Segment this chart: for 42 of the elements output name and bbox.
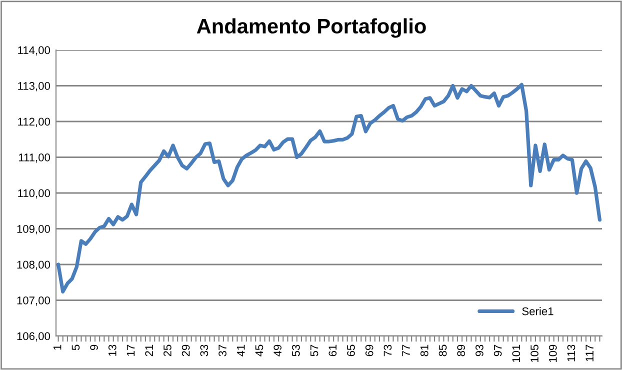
x-tick-label: 9 [90,344,98,350]
x-tick-label: 1 [54,344,62,350]
x-tick-label: 93 [476,344,484,356]
x-tick-label: 73 [384,344,392,356]
x-tick-label: 57 [310,344,318,356]
x-tick-label: 61 [328,344,337,356]
x-tick-label: 25 [164,344,172,356]
x-tick-label: 53 [292,344,300,356]
x-tick-label: 105 [530,344,538,362]
y-tick-label: 106,00 [17,332,50,342]
x-tick-label: 33 [200,344,208,356]
y-tick-label: 114,00 [18,46,50,56]
x-tick-label: 113 [567,344,576,362]
x-tick-label: 77 [402,344,410,356]
x-tick-label: 41 [237,344,245,356]
x-tick-label: 109 [548,344,557,362]
x-tick-label: 65 [347,344,355,356]
line-series [56,82,602,294]
y-tick-label: 107,00 [17,296,50,306]
x-tick-label: 117 [586,344,594,362]
x-tick-label: 5 [72,344,80,350]
y-tick-label: 110,00 [18,189,50,198]
x-tick-label: 17 [126,344,135,356]
x-tick-label: 49 [274,344,282,356]
legend-label: Serie1 [522,307,554,316]
x-tick-label: 13 [108,344,116,356]
x-tick-label: 101 [512,344,520,362]
x-tick-label: 29 [182,344,190,356]
y-tick-label: 109,00 [17,225,50,234]
y-tick-label: 112,00 [18,118,50,127]
y-tick-label: 113,00 [18,82,50,92]
x-tick-label: 97 [494,344,502,356]
y-tick-label: 111,00 [18,154,50,163]
chart-title: Andamento Portafoglio [196,18,426,38]
x-tick-label: 69 [365,344,374,356]
x-tick-label: 37 [218,344,226,356]
x-tick-label: 45 [255,344,264,356]
x-tick-label: 81 [420,344,428,356]
y-tick-label: 108,00 [17,260,50,270]
x-tick-label: 85 [438,344,447,356]
x-tick-label: 89 [457,344,466,356]
x-tick-label: 21 [145,344,153,356]
